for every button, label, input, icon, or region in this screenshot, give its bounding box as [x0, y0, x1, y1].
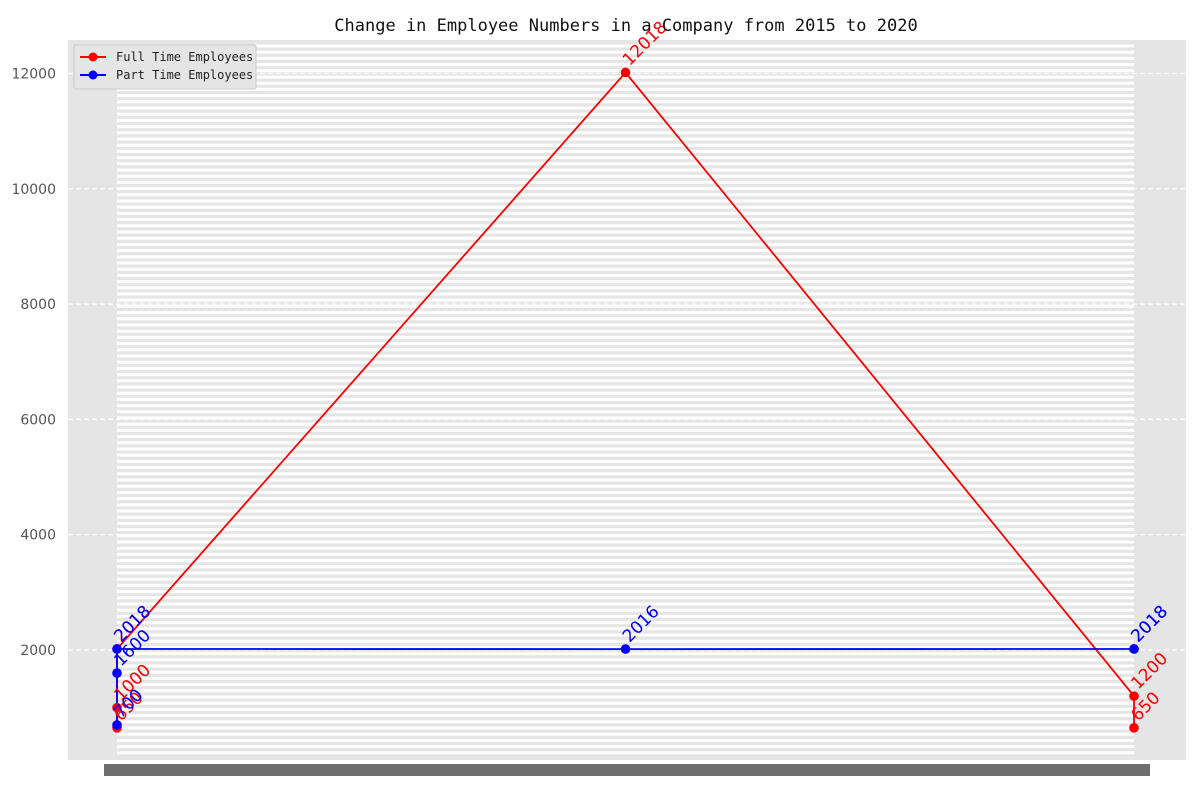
data-point [112, 702, 122, 713]
series-points [112, 67, 1139, 733]
horizontal-grid [117, 44, 1134, 755]
y-tick-labels: 2000 4000 6000 8000 10000 12000 [11, 67, 56, 660]
data-point [1129, 691, 1139, 701]
data-point [1129, 644, 1139, 654]
legend: Full Time Employees Part Time Employees [73, 44, 257, 90]
x-tick-label-band [104, 764, 1150, 776]
legend-box [73, 44, 257, 90]
y-tick-label: 2000 [20, 643, 56, 659]
y-tick-label: 12000 [11, 67, 56, 83]
x-tick-labels [104, 764, 1150, 776]
legend-marker-part-time [88, 70, 98, 80]
legend-marker-full-time [88, 52, 98, 62]
data-point [112, 720, 122, 730]
data-point [1129, 723, 1139, 733]
legend-label-part-time: Part Time Employees [116, 68, 253, 82]
data-point [620, 67, 631, 78]
chart-title: Change in Employee Numbers in a Company … [334, 16, 917, 36]
data-point [112, 644, 122, 654]
y-tick-label: 8000 [20, 297, 56, 313]
y-tick-label: 6000 [20, 412, 56, 428]
data-point [112, 668, 122, 678]
data-point [620, 644, 631, 654]
legend-label-full-time: Full Time Employees [116, 50, 253, 64]
y-tick-label: 10000 [11, 182, 56, 198]
y-tick-label: 4000 [20, 528, 56, 544]
